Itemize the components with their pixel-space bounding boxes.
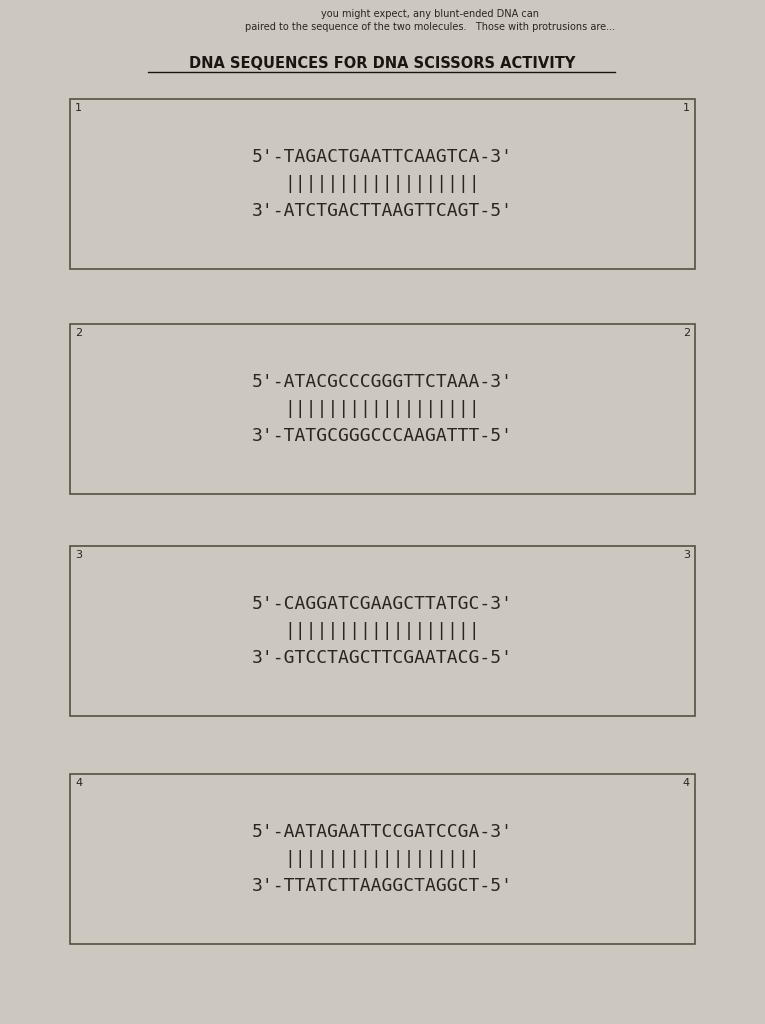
Text: DNA SEQUENCES FOR DNA SCISSORS ACTIVITY: DNA SEQUENCES FOR DNA SCISSORS ACTIVITY (189, 56, 575, 72)
Text: 5'-CAGGATCGAAGCTTATGC-3': 5'-CAGGATCGAAGCTTATGC-3' (252, 595, 513, 613)
Text: 3: 3 (683, 550, 690, 560)
Text: ||||||||||||||||||: |||||||||||||||||| (285, 622, 480, 640)
Text: 3: 3 (75, 550, 82, 560)
Text: 1: 1 (75, 103, 82, 113)
Text: 5'-AATAGAATTCCGATCCGA-3': 5'-AATAGAATTCCGATCCGA-3' (252, 823, 513, 841)
Text: 4: 4 (683, 778, 690, 788)
Text: 1: 1 (683, 103, 690, 113)
Text: ||||||||||||||||||: |||||||||||||||||| (285, 400, 480, 418)
Bar (70, 546, 695, 716)
Text: ||||||||||||||||||: |||||||||||||||||| (285, 175, 480, 193)
Text: 3'-ATCTGACTTAAGTTCAGT-5': 3'-ATCTGACTTAAGTTCAGT-5' (252, 202, 513, 220)
Text: 4: 4 (75, 778, 82, 788)
Text: 3'-TATGCGGGCCCAAGATTT-5': 3'-TATGCGGGCCCAAGATTT-5' (252, 427, 513, 445)
Text: 2: 2 (683, 328, 690, 338)
Text: 5'-ATACGCCCGGGTTCTAAA-3': 5'-ATACGCCCGGGTTCTAAA-3' (252, 373, 513, 391)
Text: paired to the sequence of the two molecules.   Those with protrusions are...: paired to the sequence of the two molecu… (245, 22, 615, 32)
Text: 3'-TTATCTTAAGGCTAGGCT-5': 3'-TTATCTTAAGGCTAGGCT-5' (252, 877, 513, 895)
Text: 2: 2 (75, 328, 82, 338)
Bar (70, 324, 695, 494)
Text: you might expect, any blunt-ended DNA can: you might expect, any blunt-ended DNA ca… (321, 9, 539, 19)
Text: 5'-TAGACTGAATTCAAGTCA-3': 5'-TAGACTGAATTCAAGTCA-3' (252, 148, 513, 166)
Bar (70, 99, 695, 269)
Text: ||||||||||||||||||: |||||||||||||||||| (285, 850, 480, 868)
Bar (70, 774, 695, 944)
Text: 3'-GTCCTAGCTTCGAATACG-5': 3'-GTCCTAGCTTCGAATACG-5' (252, 649, 513, 667)
